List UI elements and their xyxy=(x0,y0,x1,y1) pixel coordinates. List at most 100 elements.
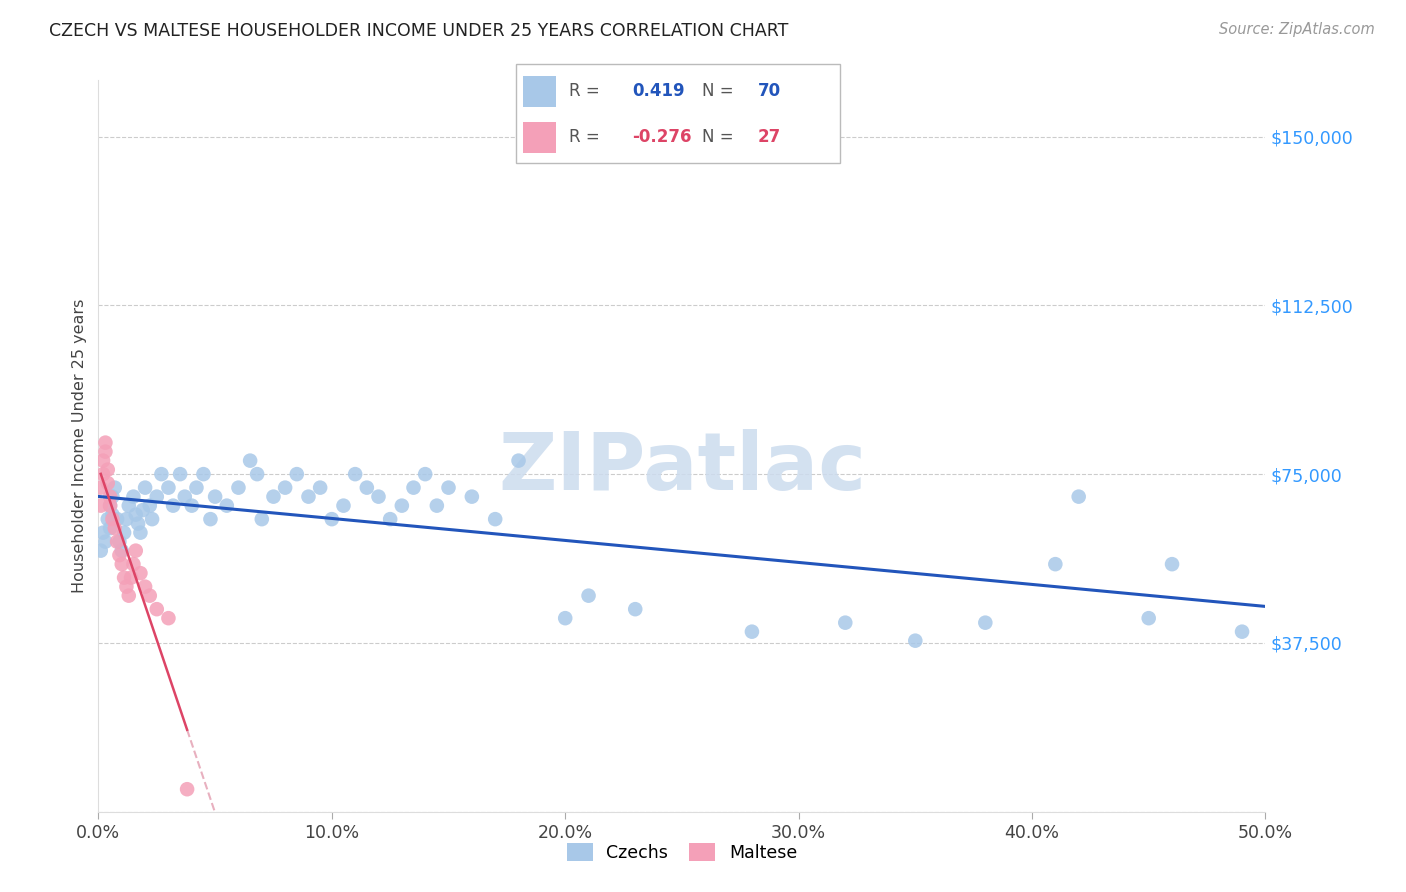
Point xyxy=(200,512,222,526)
Point xyxy=(122,490,145,504)
Point xyxy=(134,481,156,495)
Point xyxy=(461,490,484,504)
Point xyxy=(380,512,402,526)
Point xyxy=(98,490,121,504)
Point xyxy=(94,444,117,458)
Point xyxy=(115,580,138,594)
Point xyxy=(90,543,112,558)
Text: N =: N = xyxy=(702,82,733,100)
Point xyxy=(108,534,131,549)
FancyBboxPatch shape xyxy=(523,76,557,106)
Point xyxy=(141,512,163,526)
Point xyxy=(91,453,114,467)
Point xyxy=(834,615,856,630)
Text: ZIPatlас: ZIPatlас xyxy=(498,429,866,507)
Point xyxy=(162,499,184,513)
FancyBboxPatch shape xyxy=(523,122,557,153)
Point xyxy=(391,499,413,513)
Point xyxy=(157,481,180,495)
Point xyxy=(111,557,134,571)
Point xyxy=(125,508,148,522)
Point xyxy=(554,611,576,625)
Point xyxy=(332,499,354,513)
Point xyxy=(1230,624,1253,639)
Point xyxy=(150,467,173,482)
Point xyxy=(402,481,425,495)
Point xyxy=(98,499,121,513)
Point xyxy=(157,611,180,625)
Text: -0.276: -0.276 xyxy=(633,128,692,146)
Point xyxy=(120,571,142,585)
Point xyxy=(239,453,262,467)
Legend: Czechs, Maltese: Czechs, Maltese xyxy=(560,836,804,869)
Point xyxy=(578,589,600,603)
Point xyxy=(186,481,208,495)
Point xyxy=(125,543,148,558)
Point xyxy=(274,481,297,495)
Point xyxy=(250,512,273,526)
Point xyxy=(104,521,127,535)
Point xyxy=(344,467,367,482)
Point xyxy=(101,512,124,526)
Point xyxy=(94,534,117,549)
Point xyxy=(104,481,127,495)
Point xyxy=(262,490,284,504)
Point xyxy=(309,481,332,495)
Y-axis label: Householder Income Under 25 years: Householder Income Under 25 years xyxy=(72,299,87,593)
Point xyxy=(297,490,319,504)
Point xyxy=(134,580,156,594)
Point xyxy=(356,481,378,495)
Text: Source: ZipAtlas.com: Source: ZipAtlas.com xyxy=(1219,22,1375,37)
Point xyxy=(285,467,308,482)
Point xyxy=(129,525,152,540)
Point xyxy=(91,467,114,482)
Point xyxy=(974,615,997,630)
Point xyxy=(105,512,128,526)
Text: CZECH VS MALTESE HOUSEHOLDER INCOME UNDER 25 YEARS CORRELATION CHART: CZECH VS MALTESE HOUSEHOLDER INCOME UNDE… xyxy=(49,22,789,40)
Point xyxy=(97,462,120,476)
Point xyxy=(118,499,141,513)
Point xyxy=(624,602,647,616)
Point xyxy=(112,525,135,540)
Text: 0.419: 0.419 xyxy=(633,82,685,100)
Point xyxy=(1067,490,1090,504)
Point xyxy=(122,557,145,571)
Point xyxy=(91,525,114,540)
Point xyxy=(97,512,120,526)
Point xyxy=(176,782,198,797)
Point xyxy=(204,490,226,504)
Point xyxy=(484,512,506,526)
Point xyxy=(321,512,343,526)
Point xyxy=(1045,557,1067,571)
Point xyxy=(101,490,124,504)
Point xyxy=(246,467,269,482)
Point xyxy=(127,516,149,531)
Point xyxy=(101,508,124,522)
Point xyxy=(193,467,215,482)
Point xyxy=(180,499,202,513)
Point xyxy=(98,499,121,513)
Point xyxy=(367,490,389,504)
Point xyxy=(94,435,117,450)
Point xyxy=(169,467,191,482)
Point xyxy=(105,534,128,549)
Point xyxy=(173,490,195,504)
Point xyxy=(437,481,460,495)
Point xyxy=(97,476,120,491)
Point xyxy=(98,521,121,535)
Point xyxy=(139,499,162,513)
Text: R =: R = xyxy=(569,128,600,146)
Point xyxy=(90,499,112,513)
Point xyxy=(111,543,134,558)
Text: N =: N = xyxy=(702,128,733,146)
Point xyxy=(741,624,763,639)
Point xyxy=(108,548,131,562)
Text: 27: 27 xyxy=(758,128,780,146)
Point xyxy=(90,481,112,495)
Point xyxy=(118,589,141,603)
Point xyxy=(215,499,238,513)
Point xyxy=(132,503,155,517)
Point xyxy=(115,512,138,526)
Text: 70: 70 xyxy=(758,82,780,100)
Point xyxy=(146,602,169,616)
